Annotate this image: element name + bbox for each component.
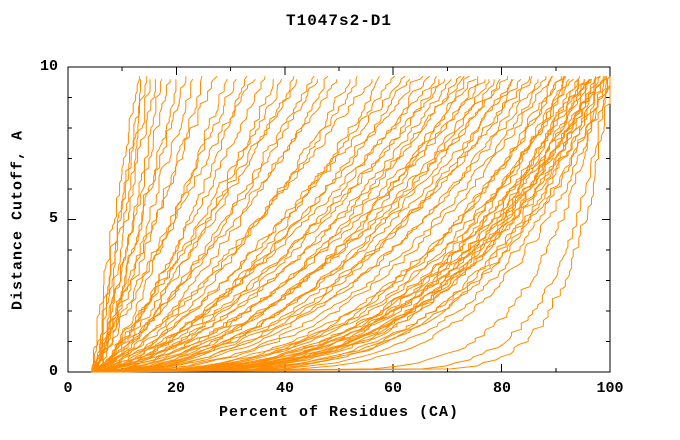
model-curve	[96, 79, 605, 373]
model-curve	[97, 75, 611, 373]
model-curve	[100, 76, 358, 373]
model-curve	[93, 78, 477, 373]
y-axis-title: Distance Cutoff, A	[9, 129, 27, 311]
curves-group	[90, 75, 611, 373]
model-curve	[96, 75, 438, 373]
xtick-label-40: 40	[275, 380, 294, 397]
xtick-label-20: 20	[166, 380, 185, 397]
model-curve	[95, 76, 479, 373]
model-curve	[96, 75, 248, 373]
model-curve	[92, 78, 574, 373]
model-curve	[97, 75, 406, 373]
ytick-label-5: 5	[48, 210, 58, 227]
model-curve	[90, 76, 140, 373]
model-curve	[92, 75, 553, 373]
model-curve	[96, 76, 203, 373]
model-curve	[96, 76, 597, 373]
model-curve	[94, 76, 562, 373]
model-curve	[93, 75, 218, 372]
model-curve	[96, 75, 465, 373]
model-curve	[102, 76, 611, 373]
model-curve	[93, 78, 163, 372]
model-curve	[94, 79, 274, 373]
model-curve	[95, 79, 578, 373]
model-curve	[96, 76, 607, 373]
model-curve	[92, 76, 530, 373]
chart-title: T1047s2-D1	[285, 12, 392, 30]
xtick-label-100: 100	[596, 380, 624, 397]
model-curve	[93, 76, 509, 373]
model-curve	[94, 79, 596, 373]
model-curve	[96, 79, 490, 373]
model-curve	[95, 75, 431, 373]
model-curve	[97, 76, 547, 373]
model-curve	[92, 75, 396, 373]
model-curve	[93, 76, 295, 373]
model-curve	[97, 76, 564, 373]
model-curve	[95, 75, 424, 373]
ytick-label-0: 0	[48, 363, 58, 380]
model-curve	[93, 76, 611, 373]
model-curve	[96, 78, 194, 372]
ytick-label-10: 10	[39, 58, 58, 75]
model-curve	[95, 79, 171, 373]
model-curve	[96, 75, 380, 373]
model-curve	[93, 78, 237, 373]
model-curve	[96, 75, 566, 373]
model-curve	[91, 79, 177, 373]
model-curve	[95, 79, 297, 373]
model-curve	[92, 76, 581, 373]
model-curve	[93, 79, 440, 373]
model-curve	[102, 79, 512, 373]
model-curve	[96, 78, 522, 373]
model-curve	[97, 79, 593, 373]
model-curve	[94, 79, 446, 373]
model-curve	[94, 76, 148, 373]
model-curve	[100, 78, 228, 373]
model-curve	[95, 76, 608, 373]
model-curve	[96, 78, 514, 373]
model-curve	[91, 78, 256, 372]
model-curve	[97, 79, 539, 373]
xtick-label-80: 80	[492, 380, 511, 397]
model-curve	[94, 78, 411, 373]
model-curve	[96, 76, 604, 373]
xtick-label-0: 0	[63, 380, 73, 397]
model-curve	[95, 75, 567, 373]
model-curve	[94, 79, 486, 373]
x-axis-title: Percent of Residues (CA)	[218, 404, 460, 421]
model-curve	[95, 79, 373, 373]
model-curve	[98, 75, 601, 373]
model-curve	[94, 79, 337, 373]
model-curve	[99, 79, 318, 372]
xtick-label-60: 60	[383, 380, 402, 397]
model-curve	[96, 75, 462, 373]
